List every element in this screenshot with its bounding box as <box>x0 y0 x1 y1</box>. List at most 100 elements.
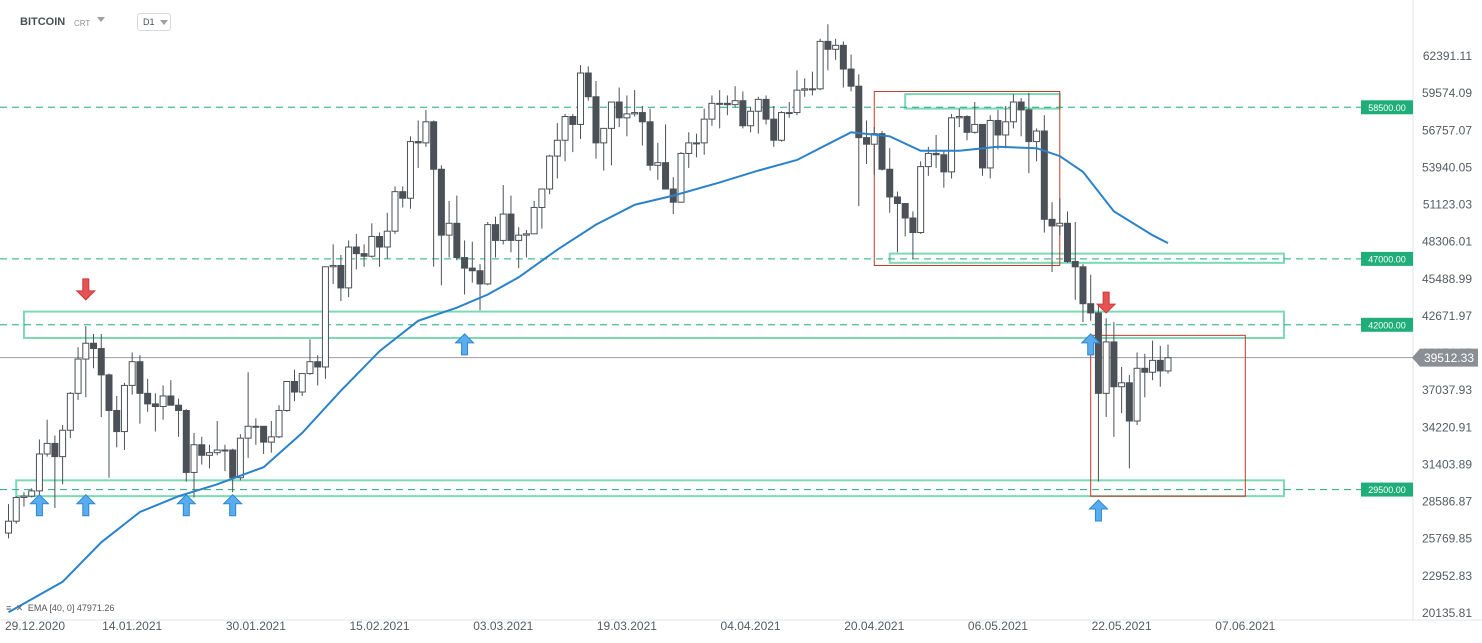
candle <box>1002 121 1010 136</box>
candle <box>190 444 198 473</box>
candle <box>1087 303 1095 314</box>
arrow-down-shape <box>1095 291 1117 314</box>
candle <box>453 222 461 259</box>
timeframe-chevron-down-icon <box>160 20 168 25</box>
lines-icon[interactable]: ≡ <box>6 603 12 613</box>
y-tick-label: 59574.09 <box>1422 86 1472 100</box>
candle <box>978 123 986 169</box>
candle <box>1048 218 1056 227</box>
y-tick-label: 62391.11 <box>1423 49 1472 63</box>
candle <box>785 112 793 115</box>
y-tick-label: 34220.91 <box>1422 420 1472 434</box>
chart-rectangles <box>873 90 1246 497</box>
y-tick-label: 53940.05 <box>1422 160 1472 174</box>
candle <box>971 123 979 133</box>
candle <box>198 444 206 456</box>
symbol-dropdown-chevron-icon[interactable] <box>97 17 105 22</box>
candle <box>159 395 167 408</box>
arrow-up-shape <box>1080 333 1101 356</box>
candle <box>414 141 422 144</box>
pattern-rectangle[interactable] <box>1090 334 1246 497</box>
candle <box>1017 101 1025 111</box>
chart-arrows <box>29 278 1117 522</box>
candle <box>878 133 886 170</box>
candle <box>615 101 623 119</box>
candle <box>468 267 476 272</box>
price-zone[interactable] <box>15 479 1285 498</box>
level-tag-label: 29500.00 <box>1368 485 1406 495</box>
candle <box>986 119 994 169</box>
x-tick-label: 07.06.2021 <box>1215 619 1275 633</box>
current-price-label: 39512.33 <box>1424 351 1474 365</box>
candle <box>391 191 399 232</box>
candle <box>948 117 956 173</box>
arrow-up-icon <box>176 493 197 517</box>
y-tick-label: 20135.81 <box>1422 606 1472 620</box>
x-axis: 29.12.2020 14.01.2021 30.01.2021 15.02.2021… <box>0 619 1482 633</box>
candle <box>1149 359 1157 373</box>
candle <box>739 100 747 127</box>
candle <box>1164 357 1172 372</box>
x-tick-label: 22.05.2021 <box>1092 619 1152 633</box>
price-zone[interactable] <box>904 93 1061 110</box>
x-tick-label: 15.02.2021 <box>350 619 410 633</box>
arrow-down-icon <box>75 278 97 301</box>
candle <box>484 224 492 285</box>
symbol-name[interactable]: BITCOIN <box>20 16 66 28</box>
candle <box>816 40 824 90</box>
candle <box>368 235 376 257</box>
x-tick-label: 03.03.2021 <box>473 619 533 633</box>
candle <box>306 361 314 375</box>
candle <box>847 68 855 87</box>
candle <box>754 98 762 112</box>
candle <box>20 495 28 498</box>
x-tick-label: 19.03.2021 <box>597 619 657 633</box>
candle <box>43 442 51 455</box>
candle <box>329 264 337 268</box>
candle <box>863 137 871 145</box>
candle <box>685 142 693 154</box>
candle <box>700 118 708 144</box>
candle <box>74 358 82 394</box>
x-tick-label: 14.01.2021 <box>102 619 162 633</box>
arrow-up-icon <box>75 493 97 517</box>
arrow-up-shape <box>176 493 197 517</box>
indicator-label: EMA [40, 0] <box>27 603 75 613</box>
chart-toolbar: BITCOIN CRT D1 <box>0 0 1482 40</box>
chart-level-lines <box>0 106 1413 491</box>
candle <box>708 102 716 120</box>
y-tick-label: 42671.97 <box>1422 309 1472 323</box>
candle <box>932 152 940 156</box>
x-tick-label: 04.04.2021 <box>721 619 781 633</box>
candle <box>345 246 353 289</box>
candle <box>522 233 530 236</box>
candle <box>236 437 244 479</box>
candle <box>778 112 785 141</box>
candle <box>1133 367 1141 422</box>
arrow-up-icon <box>222 493 243 517</box>
candle <box>383 230 391 248</box>
ema-line[interactable] <box>8 131 1169 614</box>
candle <box>600 127 608 144</box>
candle <box>244 425 252 439</box>
candle <box>51 442 59 458</box>
candle <box>592 96 600 144</box>
timeframe-select[interactable]: D1 <box>137 13 171 31</box>
candle <box>801 88 809 91</box>
level-tag-label: 42000.00 <box>1368 320 1406 330</box>
candle <box>275 409 283 438</box>
candle <box>476 270 484 285</box>
price-zone[interactable] <box>22 310 1285 339</box>
pattern-rectangle[interactable] <box>873 90 1061 266</box>
arrow-down-icon <box>1095 291 1117 314</box>
candle <box>128 361 136 386</box>
price-zone[interactable] <box>888 252 1285 264</box>
candle <box>221 449 229 452</box>
arrow-up-icon <box>29 493 50 517</box>
close-icon[interactable]: ✕ <box>15 603 24 613</box>
candle <box>855 85 863 139</box>
level-tag <box>1361 317 1413 332</box>
candle <box>646 121 654 166</box>
candle <box>97 348 105 376</box>
